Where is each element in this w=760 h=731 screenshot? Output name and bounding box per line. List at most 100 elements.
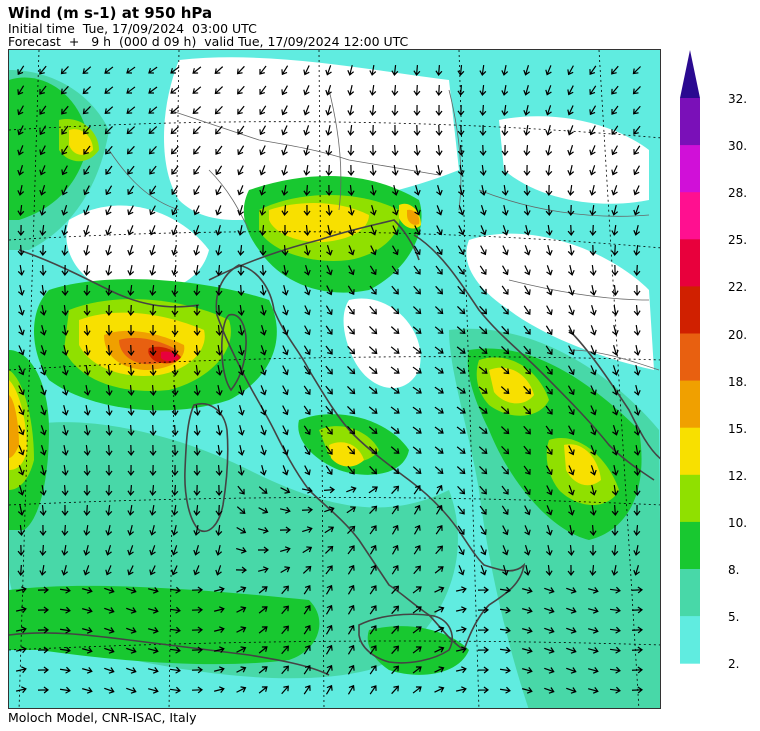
wind-arrow (169, 606, 181, 614)
wind-arrow (589, 504, 597, 516)
wind-arrow (524, 545, 531, 556)
wind-arrow (589, 524, 597, 536)
wind-arrow (589, 125, 596, 136)
wind-arrow (611, 264, 619, 276)
wind-arrow (282, 385, 289, 396)
wind-arrow (215, 504, 223, 516)
wind-arrow (434, 426, 444, 434)
wind-arrow (589, 224, 597, 236)
wind-arrow (369, 465, 378, 475)
wind-arrow (347, 285, 355, 296)
wind-arrow (215, 185, 222, 196)
wind-arrow (567, 524, 575, 536)
wind-arrow (566, 587, 577, 594)
wind-arrow (434, 566, 444, 574)
wind-arrow (324, 545, 334, 554)
wind-arrow (258, 666, 268, 674)
wind-arrow (588, 647, 599, 654)
wind-arrow (501, 346, 510, 355)
wind-arrow (82, 607, 93, 614)
wind-arrow (347, 104, 355, 116)
wind-arrow (325, 405, 333, 415)
wind-arrow (611, 504, 619, 516)
wind-arrow (611, 224, 619, 236)
wind-arrow (260, 425, 267, 436)
wind-arrow (456, 346, 466, 354)
wind-arrow (325, 345, 333, 355)
wind-arrow (611, 325, 619, 336)
wind-arrow (412, 346, 422, 354)
wind-arrow (83, 565, 90, 576)
wind-arrow (545, 445, 553, 456)
wind-arrow (148, 66, 158, 74)
wind-arrow (235, 566, 247, 574)
wind-arrow (280, 487, 291, 494)
wind-arrow (105, 464, 113, 476)
wind-arrow (282, 365, 289, 376)
wind-arrow (215, 324, 223, 336)
wind-arrow (83, 264, 91, 276)
wind-arrow (544, 647, 555, 654)
wind-arrow (126, 106, 136, 114)
wind-arrow (368, 426, 378, 434)
wind-arrow (633, 185, 640, 196)
wind-arrow (523, 365, 531, 375)
wind-arrow (191, 646, 203, 654)
wind-arrow (279, 526, 291, 534)
wind-arrow (17, 564, 25, 576)
wind-arrow (347, 624, 355, 635)
wind-arrow (501, 485, 509, 495)
wind-arrow (171, 225, 178, 236)
wind-arrow (127, 384, 135, 396)
wind-arrow (260, 465, 267, 476)
wind-arrow (545, 425, 553, 435)
wind-arrow (17, 264, 25, 276)
wind-arrow (149, 225, 156, 236)
wind-arrow (127, 424, 135, 436)
wind-arrow (568, 285, 575, 296)
wind-arrow (545, 405, 553, 415)
wind-arrow (280, 566, 291, 574)
map-title: Wind (m s-1) at 950 hPa (8, 4, 213, 22)
wind-arrow (61, 524, 69, 536)
wind-arrow (237, 125, 245, 135)
wind-arrow (524, 505, 531, 516)
wind-arrow (105, 165, 113, 175)
wind-arrow (193, 444, 201, 456)
wind-arrow (502, 525, 509, 536)
wind-arrow (170, 145, 179, 155)
wind-arrow (567, 204, 575, 216)
wind-arrow (588, 687, 599, 694)
wind-arrow (546, 285, 553, 296)
wind-arrow (280, 546, 291, 553)
wind-arrow (369, 124, 377, 136)
wind-arrow (413, 164, 421, 176)
wind-arrow (169, 666, 181, 674)
scale-band (680, 286, 700, 334)
wind-arrow (477, 686, 489, 694)
wind-arrow (369, 564, 377, 575)
wind-arrow (149, 424, 157, 436)
wind-arrow (567, 105, 574, 116)
wind-arrow (479, 265, 487, 275)
wind-arrow (589, 65, 597, 75)
wind-arrow (633, 244, 641, 256)
wind-arrow (478, 366, 488, 374)
wind-arrow (214, 606, 225, 614)
wind-arrow (455, 606, 467, 614)
wind-arrow (391, 685, 400, 695)
wind-arrow (612, 445, 619, 456)
wind-arrow (544, 687, 555, 694)
wind-arrow (61, 205, 68, 216)
wind-arrow (412, 426, 422, 434)
wind-arrow (435, 144, 443, 156)
wind-arrow (17, 184, 25, 196)
wind-arrow (259, 244, 267, 256)
wind-arrow (215, 364, 223, 376)
wind-arrow (281, 645, 289, 655)
wind-arrow (105, 404, 113, 416)
wind-arrow (192, 86, 202, 94)
wind-arrow (282, 305, 289, 316)
wind-arrow (281, 264, 289, 276)
wind-arrow (15, 666, 27, 674)
